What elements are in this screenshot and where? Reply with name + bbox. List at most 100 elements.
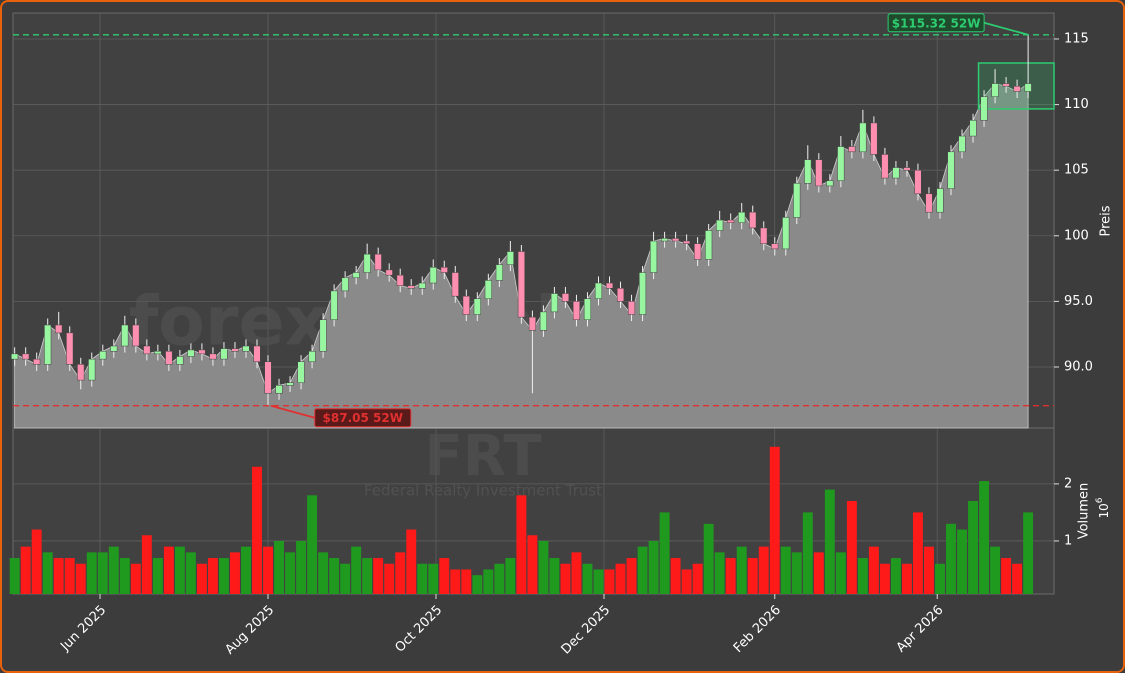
x-tick-label: Aug 2025 <box>222 603 277 658</box>
volume-bar <box>769 446 780 594</box>
volume-bar <box>571 552 582 594</box>
volume-bar <box>946 523 956 594</box>
candle-body <box>870 122 878 155</box>
volume-bar <box>285 552 296 594</box>
volume-bar <box>968 501 978 594</box>
volume-bar <box>857 558 868 594</box>
candle-body <box>110 345 118 352</box>
volume-bar <box>879 563 890 594</box>
candle-body <box>991 83 999 97</box>
volume-bar <box>835 552 846 594</box>
volume-bar <box>97 552 108 594</box>
volume-bar <box>483 569 494 594</box>
x-tick-label: Jun 2025 <box>57 603 109 655</box>
volume-bar <box>615 563 626 594</box>
volume-bar <box>450 569 461 594</box>
volume-bar <box>747 558 758 594</box>
volume-bar <box>218 558 229 594</box>
volume-bar <box>979 481 990 594</box>
candle-body <box>639 272 647 315</box>
x-tick-label: Oct 2025 <box>392 603 445 656</box>
volume-bar <box>329 558 340 594</box>
low_52w-label: $87.05 52W <box>323 411 403 425</box>
volume-bar <box>846 501 857 594</box>
volume-bar <box>86 552 97 594</box>
candle-body <box>319 319 327 352</box>
candle-body <box>44 324 52 365</box>
volume-bar <box>505 558 516 594</box>
candle-body <box>396 274 404 286</box>
volume-bar <box>593 569 604 594</box>
candle-body <box>804 159 812 184</box>
volume-bar <box>362 558 373 594</box>
candle-body <box>66 332 74 365</box>
candle-body <box>1024 83 1032 92</box>
volume-bar <box>901 563 912 594</box>
candle-body <box>440 267 448 273</box>
candle-body <box>771 243 779 250</box>
volume-bar <box>417 563 428 594</box>
range-zone <box>977 62 1055 110</box>
volume-bar <box>703 523 714 594</box>
high_52w-arrow <box>983 21 1029 36</box>
candle-body <box>859 122 867 153</box>
candle-body <box>33 358 41 365</box>
candle-body <box>154 350 162 355</box>
volume-bar <box>163 546 174 594</box>
candle-body <box>980 96 988 121</box>
volume-bar <box>340 563 351 594</box>
candle-body <box>132 324 140 347</box>
candle-body <box>297 361 305 383</box>
volume-bar <box>20 546 31 594</box>
candle-body <box>661 238 669 242</box>
candle-body <box>264 361 272 394</box>
candle-body <box>374 253 382 271</box>
volume-bar <box>549 558 560 594</box>
volume-bar <box>174 546 185 594</box>
volume-bar <box>527 535 538 594</box>
candle-body <box>683 240 691 244</box>
volume-bar <box>494 563 505 594</box>
candle-body <box>727 219 735 223</box>
candle-body <box>969 120 977 137</box>
candle-body <box>716 219 724 231</box>
volume-bar <box>439 558 450 594</box>
candle-body <box>760 227 768 244</box>
candle-body <box>55 324 63 334</box>
candle-body <box>99 350 107 360</box>
candle-body <box>1013 85 1021 92</box>
volume-bar <box>274 540 284 594</box>
candle-body <box>231 348 239 352</box>
candle-body <box>914 169 922 195</box>
volume-bar <box>461 569 472 594</box>
y-axis-label: Preis <box>1099 205 1114 236</box>
volume-bar <box>758 546 769 594</box>
volume-bar <box>296 540 307 594</box>
y-tick-label: 2 <box>1064 476 1072 491</box>
candle-body <box>341 277 349 292</box>
volume-bar <box>538 540 549 594</box>
y-tick-label: 1 <box>1064 533 1072 548</box>
volume-bar <box>252 466 262 594</box>
volume-bar <box>824 489 835 594</box>
volume-bar <box>108 546 119 594</box>
y-tick-label: 110 <box>1064 97 1089 112</box>
candle-body <box>363 253 371 273</box>
volume-bar <box>957 529 967 594</box>
high_52w-box <box>887 13 985 33</box>
volume-bar <box>582 563 593 594</box>
volume-bar <box>516 495 527 594</box>
volume-bar <box>560 563 571 594</box>
candle-body <box>738 211 746 223</box>
candle-body <box>694 243 702 260</box>
candle-body <box>958 135 966 153</box>
candle-body <box>143 345 151 355</box>
multiplier-exp: 6 <box>1095 497 1105 503</box>
candle-body <box>165 350 173 365</box>
volume-bar <box>9 558 20 594</box>
candle-body <box>1002 83 1010 87</box>
candle-body <box>616 288 625 302</box>
volume-bar <box>53 558 64 594</box>
